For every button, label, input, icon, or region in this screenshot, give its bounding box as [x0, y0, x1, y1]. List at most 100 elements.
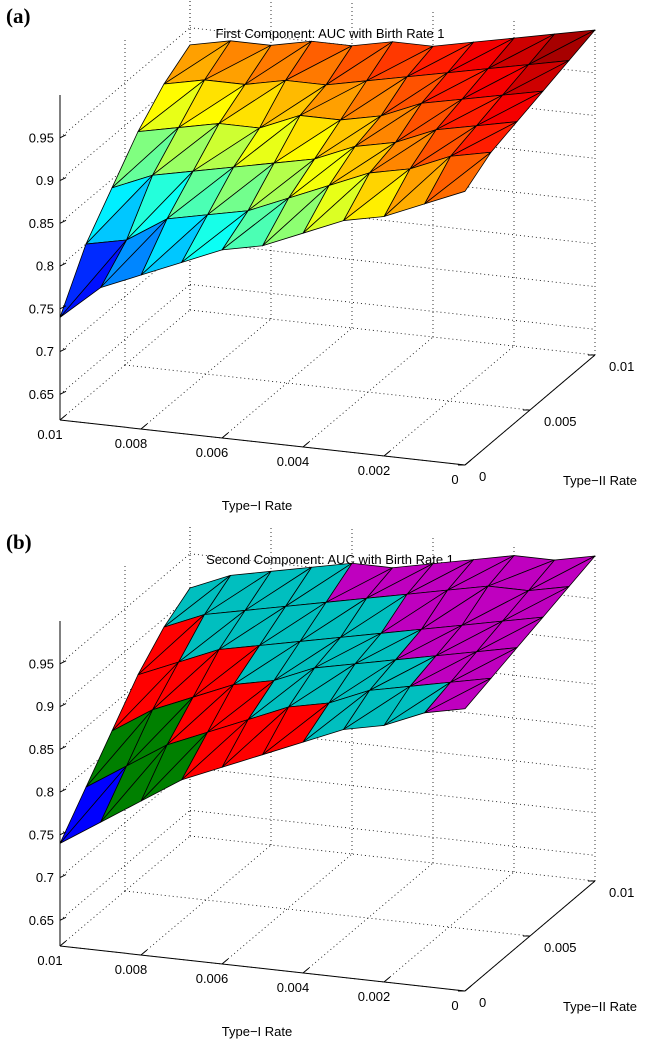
grid-line: [140, 844, 272, 956]
z-tick-label: 0.85: [29, 742, 54, 757]
surface-facet: [140, 731, 208, 802]
surface-plot-b: Second Component: AUC with Birth Rate 1 0…: [29, 526, 637, 1039]
x-tick: [464, 459, 472, 466]
x-tick: [59, 414, 67, 421]
grid-line: [189, 767, 596, 813]
x-tick-label: 0.002: [358, 989, 391, 1004]
x-tick: [464, 985, 472, 992]
surface-facet: [302, 689, 370, 743]
y-tick-label: 0: [479, 995, 486, 1010]
grid-line: [59, 241, 191, 352]
surface-facet: [383, 155, 451, 217]
y-axis-title: Type−II Rate: [563, 473, 637, 488]
z-tick-label: 0.75: [29, 301, 54, 316]
surface-facet: [343, 685, 411, 730]
x-tick-label: 0.008: [115, 436, 148, 451]
z-tick-label: 0.7: [36, 344, 54, 359]
grid-line: [189, 809, 596, 856]
z-tick: [59, 660, 67, 665]
x-tick: [383, 450, 391, 457]
x-tick: [140, 423, 148, 430]
panel-label: (a): [6, 4, 31, 28]
grid-line: [189, 241, 596, 287]
z-tick-label: 0.95: [29, 130, 54, 145]
z-tick: [59, 745, 67, 750]
z-tick-label: 0.95: [29, 656, 54, 671]
x-axis: [59, 945, 466, 992]
y-tick-label: 0: [479, 469, 486, 484]
grid-line: [221, 853, 353, 965]
x-tick-label: 0.004: [277, 980, 310, 995]
surface-facet: [59, 239, 127, 318]
z-tick: [59, 262, 67, 267]
y-tick-label: 0.01: [609, 359, 634, 374]
y-tick-label: 0.005: [544, 940, 577, 955]
grid-line: [59, 810, 191, 921]
z-tick: [59, 219, 67, 224]
grid-line: [59, 553, 191, 665]
z-tick-label: 0.85: [29, 216, 54, 231]
grid-line: [221, 327, 353, 439]
z-tick-label: 0.7: [36, 870, 54, 885]
z-tick-label: 0.8: [36, 259, 54, 274]
grid-line: [59, 70, 191, 181]
grid-line: [124, 890, 531, 937]
surface-facet: [181, 719, 249, 781]
grid-line: [59, 767, 191, 878]
surface-facet: [383, 681, 451, 726]
surface-facet: [424, 151, 492, 205]
grid-line: [189, 309, 596, 356]
grid-line: [59, 596, 191, 707]
grid-line: [383, 871, 515, 983]
z-tick: [59, 134, 67, 139]
z-tick-label: 0.9: [36, 699, 54, 714]
y-tick-label: 0.005: [544, 414, 577, 429]
grid-line: [59, 638, 191, 750]
z-tick: [59, 788, 67, 793]
z-tick-label: 0.75: [29, 827, 54, 842]
z-tick-label: 0.65: [29, 913, 54, 928]
x-axis-title: Type−I Rate: [222, 1024, 292, 1039]
z-tick: [59, 831, 67, 836]
x-tick-label: 0.008: [115, 962, 148, 977]
grid-line: [59, 27, 191, 139]
grid-line: [59, 155, 191, 267]
panel-label: (b): [6, 530, 32, 554]
surface-facet: [424, 677, 492, 714]
surface-plot-a: First Component: AUC with Birth Rate 1 0.…: [29, 0, 637, 513]
x-tick: [302, 441, 310, 448]
z-tick-label: 0.8: [36, 785, 54, 800]
x-tick-label: 0: [451, 998, 458, 1013]
grid-line: [302, 862, 434, 974]
surface-facet: [100, 218, 168, 289]
x-tick: [221, 432, 229, 439]
surface-facet: [262, 702, 330, 756]
y-axis-title: Type−II Rate: [563, 999, 637, 1014]
x-tick: [59, 940, 67, 947]
z-tick: [59, 177, 67, 181]
x-tick: [383, 976, 391, 983]
grid-line: [189, 835, 596, 882]
z-tick-label: 0.65: [29, 387, 54, 402]
surface-facet: [59, 765, 127, 844]
z-tick: [59, 348, 67, 353]
x-tick-label: 0.01: [37, 427, 62, 442]
surface-facet: [343, 168, 411, 221]
grid-line: [302, 336, 434, 448]
grid-line: [59, 112, 191, 224]
y-tick-label: 0.01: [609, 885, 634, 900]
x-tick: [221, 958, 229, 965]
grid-line: [59, 309, 191, 421]
x-tick: [302, 967, 310, 974]
panel-b: (b) Second Component: AUC with Birth Rat…: [0, 526, 656, 1051]
grid-line: [140, 318, 272, 430]
x-tick-label: 0.004: [277, 454, 310, 469]
surface-facet: [302, 172, 370, 234]
x-tick-label: 0.002: [358, 463, 391, 478]
x-tick-label: 0: [451, 472, 458, 487]
grid-line: [383, 345, 515, 457]
panel-a: (a) First Component: AUC with Birth Rate…: [0, 0, 656, 525]
grid-line: [189, 283, 596, 330]
surface-facet: [100, 744, 168, 823]
grid-line: [59, 681, 191, 793]
